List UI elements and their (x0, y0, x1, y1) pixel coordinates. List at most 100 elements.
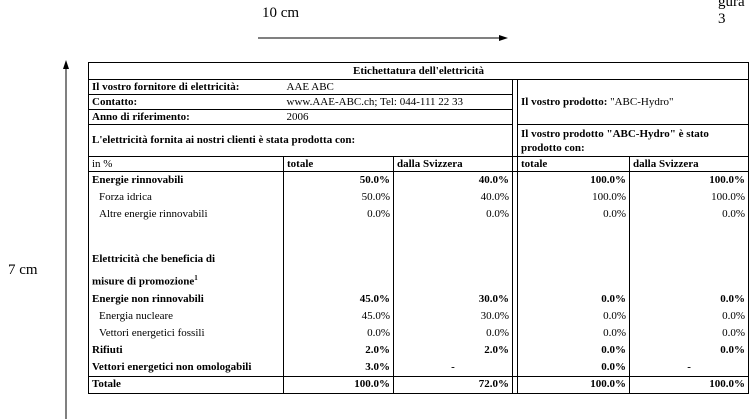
label-table: Etichettatura dell'elettricità Il vostro … (88, 62, 750, 394)
value-cell: 72.0% (393, 375, 513, 394)
info-value: www.AAE-ABC.ch; Tel: 044-111 22 33 (283, 94, 513, 110)
table-row: Il vostro fornitore di elettricità: AAE A… (88, 79, 749, 125)
table-row: Totale 100.0% 72.0% 100.0% 100.0% (88, 375, 749, 394)
info-label: Il vostro fornitore di elettricità: (88, 79, 284, 95)
value-cell: 0.0% (393, 205, 513, 223)
table-row: in % totale dalla Svizzera totale dalla Sviz… (88, 156, 749, 172)
value-cell: 100.0% (517, 188, 630, 206)
row-label: Elettricità che beneficia di misure di pr… (89, 250, 284, 292)
table-row: Energia nucleare 45.0% 30.0% 0.0% 0.0% (89, 308, 749, 326)
value-cell: 45.0% (283, 308, 394, 326)
value-cell (283, 249, 394, 292)
unit: in % (88, 156, 284, 172)
label-text: Altre energie rinnovabili (99, 207, 208, 220)
table-row: Vettori energetici fossili 0.0% 0.0% 0.0% 0.… (89, 325, 749, 343)
value-cell (628, 249, 749, 292)
label-text: Totale (92, 378, 121, 391)
table-row: Anno di riferimento: 2006 (88, 109, 749, 125)
table-row: Altre energie rinnovabili 0.0% 0.0% 0.0% 0.0… (89, 205, 749, 223)
product-cell: Il vostro prodotto: "ABC-Hydro" (517, 79, 749, 125)
separator (512, 124, 518, 157)
value-cell: 100.0% (628, 171, 749, 189)
row-label: Rifiuti (89, 342, 284, 359)
spacer (628, 222, 749, 250)
value-cell: 0.0% (283, 325, 394, 343)
column-header: dalla Svizzera (628, 156, 749, 172)
value-cell: 100.0% (628, 375, 749, 394)
product-produced-with: Il vostro prodotto "ABC-Hydro" è stato p… (517, 124, 749, 157)
value-cell: 2.0% (283, 342, 394, 360)
table-row: Contatto: www.AAE-ABC.ch; Tel: 044-111 22… (88, 94, 749, 110)
value-cell: 30.0% (393, 308, 513, 326)
label-text: Vettori energetici fossili (99, 327, 205, 340)
value-cell: 0.0% (517, 205, 630, 223)
row-label: Totale (88, 375, 284, 394)
value-cell: 100.0% (517, 171, 630, 189)
label-text: Forza idrica (99, 190, 152, 203)
value-cell: 0.0% (628, 325, 749, 343)
value-cell: 0.0% (517, 342, 630, 360)
spacer (89, 223, 284, 250)
table-row: L'elettricità fornita ai nostri clienti … (88, 124, 749, 157)
separator (512, 94, 518, 110)
table-row: Forza idrica 50.0% 40.0% 100.0% 100.0% (89, 188, 749, 206)
table-title: Etichettatura dell'elettricità (88, 62, 749, 80)
separator (512, 79, 518, 95)
row-label: Forza idrica (89, 189, 284, 206)
value-cell: 0.0% (628, 291, 749, 309)
label-text: Vettori energetici non omologabili (92, 360, 252, 373)
info-value: 2006 (283, 109, 513, 125)
label-text: Energie rinnovabili (92, 173, 184, 186)
label-text: Energia nucleare (99, 310, 174, 323)
column-header: dalla Svizzera (393, 156, 513, 172)
label-text: Energie non rinnovabili (92, 293, 204, 306)
table-row: Rifiuti 2.0% 2.0% 0.0% 0.0% (89, 342, 749, 360)
table-row: Energie non rinnovabili 45.0% 30.0% 0.0% 0.0… (89, 291, 749, 309)
product-label: Il vostro prodotto: (521, 95, 608, 108)
column-header: totale (283, 156, 394, 172)
spacer (393, 222, 513, 250)
value-cell: 45.0% (283, 291, 394, 309)
value-cell: - (628, 359, 749, 377)
table-row: Elettricità che beneficia di misure di pr… (89, 249, 749, 292)
column-header: totale (517, 156, 630, 172)
value-cell: 0.0% (628, 308, 749, 326)
row-label: Energia nucleare (89, 308, 284, 325)
value-cell (517, 249, 630, 292)
value-cell: 0.0% (517, 325, 630, 343)
row-label: Energie rinnovabili (89, 172, 284, 189)
row-label: Altre energie rinnovabili (89, 206, 284, 223)
value-cell: 50.0% (283, 188, 394, 206)
separator (512, 109, 518, 125)
info-label: Anno di riferimento: (88, 109, 284, 125)
value-cell: 0.0% (628, 342, 749, 360)
value-cell: 0.0% (517, 291, 630, 309)
produced-with: L'elettricità fornita ai nostri clienti … (88, 124, 513, 157)
table-row: Energie rinnovabili 50.0% 40.0% 100.0% 100.0… (89, 171, 749, 189)
arrow-head (499, 35, 508, 41)
label-line: Elettricità che beneficia di (92, 252, 216, 265)
value-cell: 30.0% (393, 291, 513, 309)
spacer (283, 222, 394, 250)
value-cell: 100.0% (517, 375, 630, 394)
table-row: Vettori energetici non omologabili 3.0% -0… (89, 359, 749, 377)
value-cell: 0.0% (628, 205, 749, 223)
label-line: misure di promozione (92, 275, 195, 288)
info-value: AAE ABC (283, 79, 513, 95)
value-cell: - (393, 359, 513, 377)
width-label: 10 cm (262, 5, 300, 21)
table-row: Etichettatura dell'elettricità (88, 62, 749, 80)
figure-label: gura 3 (718, 0, 745, 27)
value-cell: 0.0% (517, 359, 630, 377)
value-cell: 40.0% (393, 188, 513, 206)
value-cell: 100.0% (628, 188, 749, 206)
label-text: Rifiuti (92, 344, 123, 357)
footnote-mark: 1 (194, 273, 198, 282)
row-label: Energie non rinnovabili (89, 291, 284, 308)
value-cell: 0.0% (393, 325, 513, 343)
value-cell: 100.0% (283, 375, 394, 394)
table-row (89, 222, 749, 250)
height-label: 7 cm (8, 262, 38, 278)
